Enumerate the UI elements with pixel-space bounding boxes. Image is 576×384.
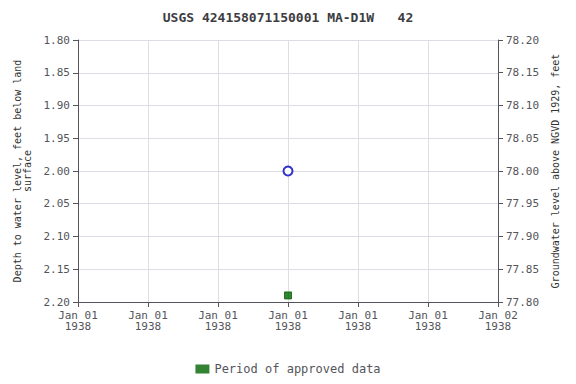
svg-text:1938: 1938 [275, 320, 302, 333]
svg-text:2.20: 2.20 [44, 296, 71, 309]
svg-text:Period of approved data: Period of approved data [214, 362, 380, 376]
svg-text:2.00: 2.00 [44, 165, 71, 178]
svg-text:1.95: 1.95 [44, 132, 71, 145]
svg-text:2.05: 2.05 [44, 197, 71, 210]
svg-text:77.85: 77.85 [506, 263, 539, 276]
svg-text:77.90: 77.90 [506, 230, 539, 243]
svg-text:Depth to water level, feet bel: Depth to water level, feet below land [12, 59, 24, 283]
svg-text:USGS 424158071150001 MA-D1W: USGS 424158071150001 MA-D1W 42 [163, 10, 413, 25]
svg-text:surface: surface [22, 150, 33, 192]
svg-text:78.20: 78.20 [506, 34, 539, 47]
svg-text:77.80: 77.80 [506, 296, 539, 309]
svg-text:Jan 01: Jan 01 [268, 309, 308, 322]
svg-text:1.90: 1.90 [44, 99, 71, 112]
svg-text:Jan 02: Jan 02 [478, 309, 518, 322]
svg-text:1938: 1938 [65, 320, 92, 333]
svg-text:Jan 01: Jan 01 [128, 309, 168, 322]
svg-text:2.10: 2.10 [44, 230, 71, 243]
svg-text:1.80: 1.80 [44, 34, 71, 47]
svg-text:Jan 01: Jan 01 [198, 309, 238, 322]
svg-text:78.10: 78.10 [506, 99, 539, 112]
svg-text:78.15: 78.15 [506, 66, 539, 79]
svg-text:Jan 01: Jan 01 [408, 309, 448, 322]
svg-text:2.15: 2.15 [44, 263, 71, 276]
svg-text:Jan 01: Jan 01 [338, 309, 378, 322]
svg-text:1938: 1938 [345, 320, 372, 333]
svg-text:1938: 1938 [415, 320, 442, 333]
svg-text:77.95: 77.95 [506, 197, 539, 210]
svg-text:1938: 1938 [485, 320, 512, 333]
svg-text:1938: 1938 [135, 320, 162, 333]
svg-text:Groundwater level above NGVD 1: Groundwater level above NGVD 1929, feet [550, 54, 561, 289]
svg-text:1.85: 1.85 [44, 66, 71, 79]
svg-text:1938: 1938 [205, 320, 232, 333]
svg-text:78.05: 78.05 [506, 132, 539, 145]
svg-text:78.00: 78.00 [506, 165, 539, 178]
svg-text:Jan 01: Jan 01 [58, 309, 98, 322]
